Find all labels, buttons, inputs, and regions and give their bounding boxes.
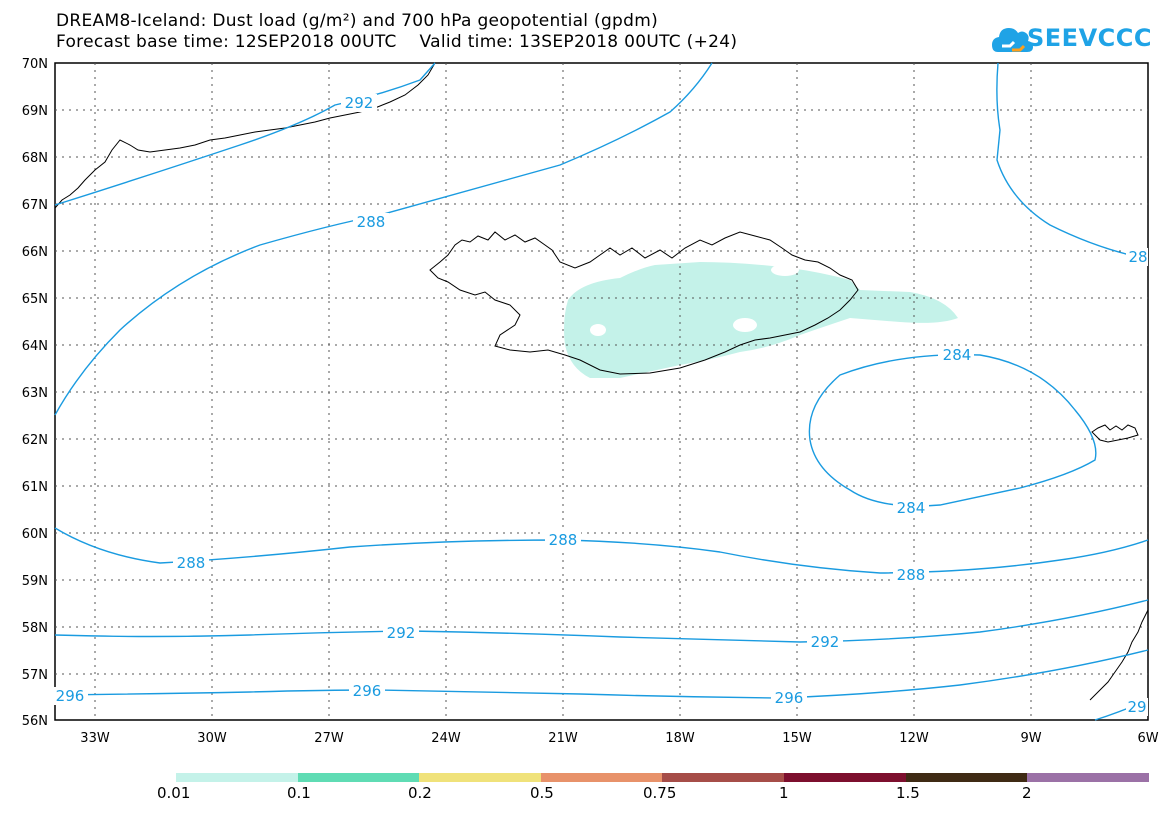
colorbar-swatch: [541, 773, 662, 782]
colorbar-label: 1: [779, 784, 789, 802]
contour-label: 296: [775, 689, 804, 707]
lon-label: 9W: [1020, 731, 1041, 746]
gridlines: [55, 63, 1148, 720]
lon-label: 6W: [1137, 731, 1158, 746]
contour-288-east: [996, 62, 1149, 261]
colorbar-swatch: [176, 773, 298, 782]
colorbar-label: 0.2: [408, 784, 432, 802]
contour-label: 28: [1128, 248, 1147, 266]
contour-label: 288: [177, 554, 206, 572]
logo-text: SEEVCCC: [1027, 24, 1152, 52]
lat-label: 56N: [22, 714, 48, 729]
colorbar-label: 0.1: [287, 784, 311, 802]
contour-label: 284: [943, 346, 972, 364]
colorbar-swatch: [419, 773, 541, 782]
colorbar-swatch: [784, 773, 906, 782]
contour-292-south: [54, 599, 1149, 643]
contour-288-south: [54, 527, 1149, 574]
lat-label: 64N: [22, 339, 48, 354]
colorbar-swatch: [906, 773, 1027, 782]
colorbar-label: 0.75: [643, 784, 677, 802]
lon-label: 33W: [80, 731, 110, 746]
contour-284: [808, 353, 1097, 507]
forecast-times: Forecast base time: 12SEP2018 00UTC Vali…: [56, 32, 738, 52]
contour-label: 29: [1127, 698, 1146, 716]
colorbar: [176, 773, 1149, 782]
contour-label: 292: [345, 94, 374, 112]
lat-label: 62N: [22, 433, 48, 448]
chart-title: DREAM8-Iceland: Dust load (g/m²) and 700…: [56, 11, 659, 31]
lon-label: 12W: [899, 731, 929, 746]
contour-label: 288: [897, 566, 926, 584]
lat-label: 70N: [22, 57, 48, 72]
lat-label: 58N: [22, 621, 48, 636]
lat-label: 57N: [22, 668, 48, 683]
lat-label: 59N: [22, 574, 48, 589]
iceland-coast: [429, 231, 859, 375]
colorbar-label: 2: [1022, 784, 1032, 802]
lat-label: 61N: [22, 480, 48, 495]
longitude-labels: 33W 30W 27W 24W 21W 18W 15W 12W 9W 6W: [80, 731, 1158, 746]
contour-296: [54, 649, 1149, 699]
contour-label: 296: [56, 687, 85, 705]
colorbar-swatch: [298, 773, 419, 782]
lat-label: 69N: [22, 104, 48, 119]
lon-label: 18W: [665, 731, 695, 746]
lat-label: 65N: [22, 292, 48, 307]
contour-label: 284: [897, 499, 926, 517]
lon-label: 15W: [782, 731, 812, 746]
lat-label: 63N: [22, 386, 48, 401]
latitude-labels: 70N 69N 68N 67N 66N 65N 64N 63N 62N 61N …: [22, 57, 48, 729]
faroe-islands: [1091, 424, 1139, 443]
contour-label: 288: [357, 213, 386, 231]
colorbar-label: 1.5: [896, 784, 920, 802]
lon-label: 30W: [197, 731, 227, 746]
scotland-coast: [1089, 609, 1149, 701]
contour-label: 288: [549, 531, 578, 549]
contour-label: 296: [353, 682, 382, 700]
contour-labels: 292 288 28 284 284 288 288 288 292 292 2…: [52, 94, 1148, 716]
lat-label: 67N: [22, 198, 48, 213]
colorbar-label: 0.01: [157, 784, 191, 802]
contour-label: 292: [387, 624, 416, 642]
lat-label: 60N: [22, 527, 48, 542]
coastlines: [54, 62, 1149, 701]
colorbar-swatch: [662, 773, 784, 782]
cloud-icon: [992, 28, 1033, 52]
colorbar-swatch: [1027, 773, 1149, 782]
contour-292-north: [54, 62, 436, 206]
contour-label: 292: [811, 633, 840, 651]
lat-label: 66N: [22, 245, 48, 260]
lat-label: 68N: [22, 151, 48, 166]
colorbar-label: 0.5: [530, 784, 554, 802]
lon-label: 24W: [431, 731, 461, 746]
lon-label: 27W: [314, 731, 344, 746]
lon-label: 21W: [548, 731, 578, 746]
dust-load-area: [564, 262, 958, 378]
